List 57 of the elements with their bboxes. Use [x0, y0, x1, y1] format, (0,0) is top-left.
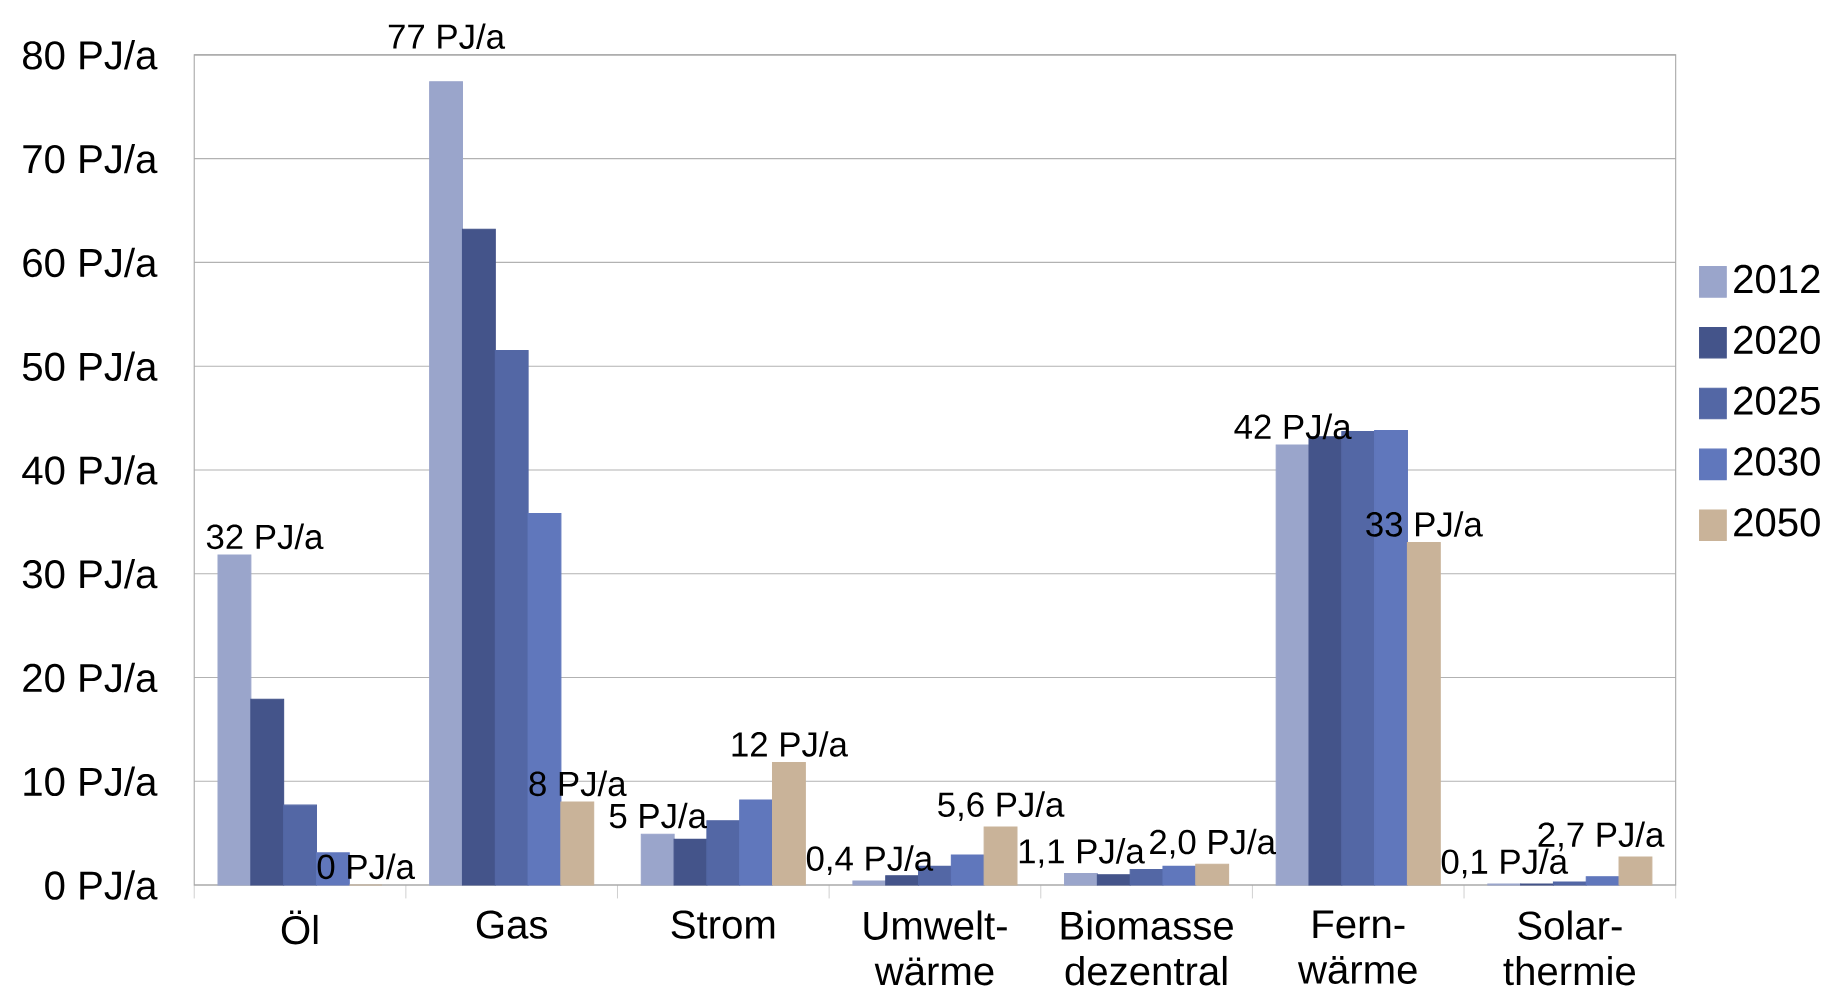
bar — [461, 228, 496, 886]
y-tick-label: 40 PJ/a — [22, 455, 158, 485]
bar — [673, 838, 708, 886]
data-label: 5 PJ/a — [609, 802, 708, 829]
bar — [739, 799, 774, 886]
y-tick-label: 80 PJ/a — [23, 39, 158, 70]
x-tick-label: Strom — [671, 910, 775, 939]
x-tick-label: Fern- wärme — [1297, 910, 1417, 984]
bar — [494, 349, 529, 886]
y-tick-label: 0 PJ/a — [45, 870, 158, 900]
legend-label: 2012 — [1734, 264, 1820, 294]
legend-label: 2025 — [1734, 386, 1820, 415]
legend-label: 2030 — [1734, 447, 1820, 476]
legend-label: 2050 — [1734, 507, 1820, 537]
y-tick-label: 70 PJ/a — [23, 143, 158, 174]
bar — [283, 804, 317, 886]
bar — [1162, 865, 1197, 886]
data-label: 0,4 PJ/a — [806, 845, 934, 875]
x-tick-label: Gas — [476, 910, 548, 939]
bar — [1552, 881, 1587, 886]
bar — [1096, 873, 1131, 886]
bar — [429, 81, 464, 886]
bar — [1618, 856, 1653, 886]
bar — [1406, 541, 1441, 886]
x-tick-label: Biomasse dezentral — [1061, 910, 1233, 986]
bar — [950, 854, 985, 886]
bar — [250, 698, 285, 886]
bar — [771, 761, 806, 886]
bar — [885, 875, 920, 886]
x-tick-label: Solar- thermie — [1503, 910, 1635, 986]
bar — [217, 554, 252, 886]
x-tick-label: Öl — [281, 910, 318, 945]
y-tick-label: 10 PJ/a — [24, 766, 158, 796]
bar — [1585, 876, 1620, 886]
data-label: 1,1 PJ/a — [1019, 837, 1145, 868]
x-tick-label: Umwelt- wärme — [864, 910, 1007, 986]
bar — [852, 880, 887, 886]
bar — [706, 820, 741, 886]
data-label: 5,6 PJ/a — [938, 791, 1065, 821]
bar — [983, 826, 1018, 886]
bar — [1064, 872, 1098, 886]
data-label: 2,0 PJ/a — [1150, 828, 1277, 859]
data-label: 33 PJ/a — [1366, 510, 1483, 537]
bar — [1129, 868, 1164, 886]
y-tick-label: 30 PJ/a — [22, 558, 158, 589]
data-label: 32 PJ/a — [206, 523, 324, 549]
data-label: 77 PJ/a — [388, 23, 506, 49]
bar — [1195, 863, 1230, 886]
bar — [560, 801, 595, 886]
y-tick-label: 60 PJ/a — [23, 247, 158, 277]
bar — [640, 833, 675, 886]
legend-label: 2020 — [1734, 325, 1820, 354]
y-tick-label: 50 PJ/a — [22, 351, 158, 381]
data-label: 42 PJ/a — [1234, 413, 1352, 439]
bar — [1275, 444, 1310, 886]
data-label: 12 PJ/a — [732, 730, 848, 757]
y-tick-label: 20 PJ/a — [23, 662, 158, 693]
